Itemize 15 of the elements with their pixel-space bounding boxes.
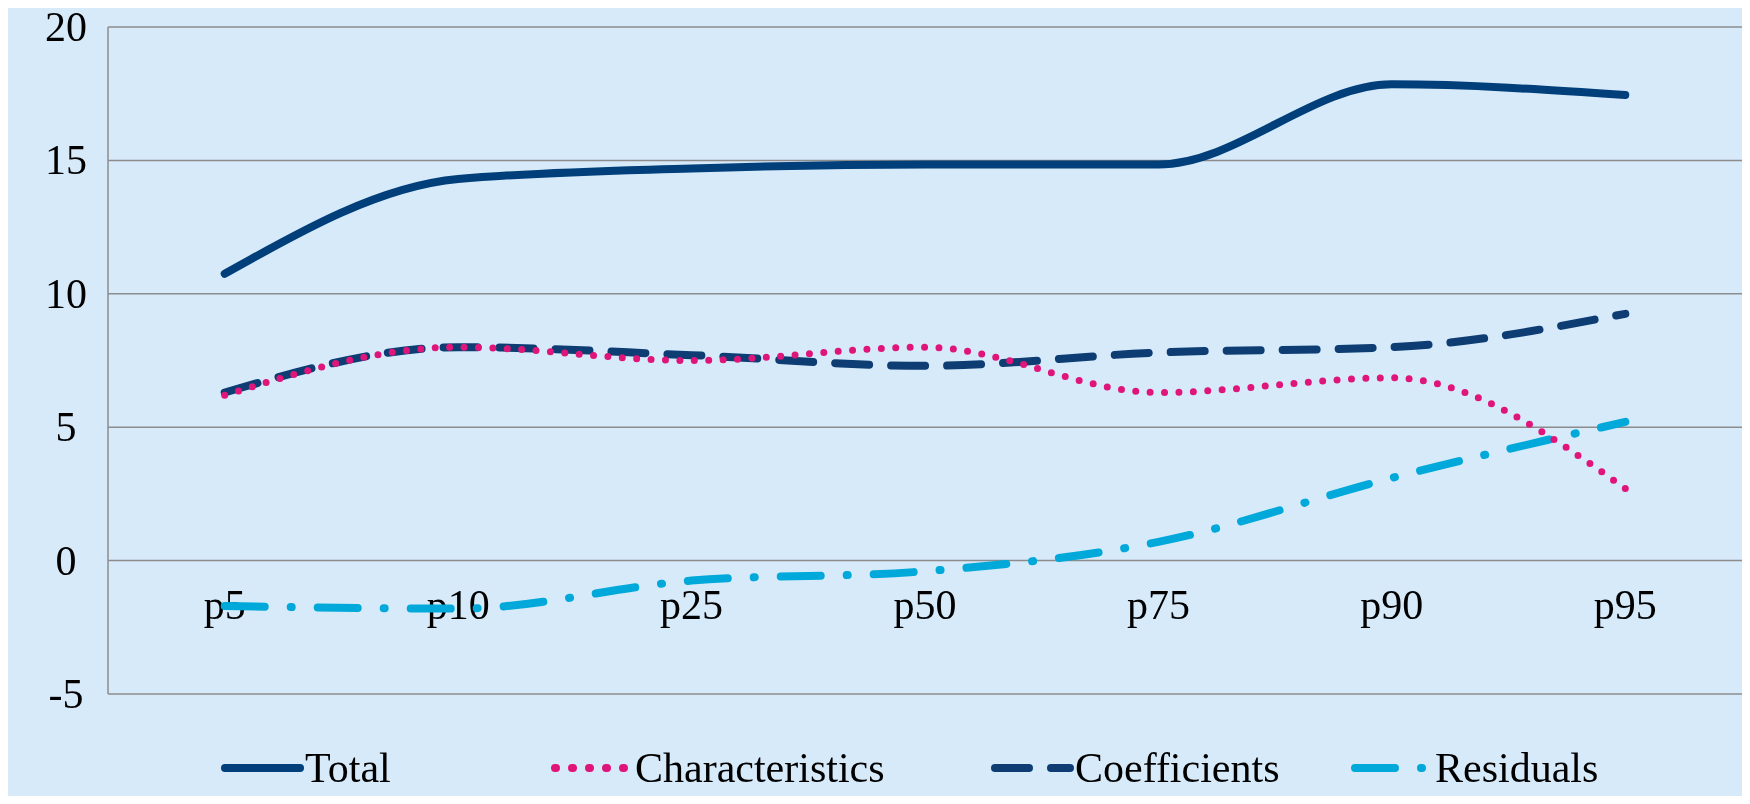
x-tick-label: p75 — [1126, 581, 1190, 628]
y-tick-label: 10 — [45, 270, 87, 317]
x-tick-label: p25 — [660, 581, 724, 628]
y-tick-label: 15 — [45, 137, 87, 184]
legend-label: Characteristics — [635, 745, 885, 791]
legend-label: Coefficients — [1075, 745, 1280, 791]
y-tick-label: 5 — [55, 404, 77, 451]
legend-label: Residuals — [1435, 745, 1599, 791]
y-tick-label: -5 — [48, 671, 84, 717]
legend-label: Total — [305, 745, 391, 791]
x-tick-label: p90 — [1360, 581, 1424, 628]
x-tick-label: p95 — [1593, 581, 1657, 628]
y-tick-label: 0 — [55, 537, 77, 584]
y-tick-label: 20 — [45, 4, 87, 50]
x-tick-label: p50 — [893, 581, 957, 628]
